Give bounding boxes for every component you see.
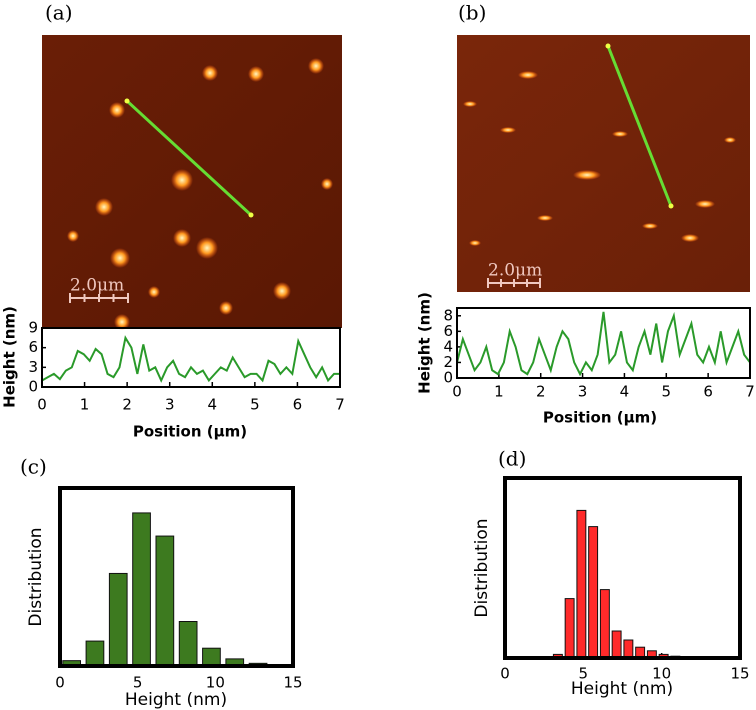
x-tick-label: 5 — [133, 674, 143, 692]
histogram-bar — [576, 509, 587, 659]
histogram-bar — [202, 647, 221, 667]
y-tick-label: 0 — [28, 378, 38, 396]
x-tick-label: 0 — [500, 665, 510, 683]
x-tick-label: 5 — [662, 383, 672, 401]
y-axis-label: Distribution — [26, 527, 46, 626]
y-axis-label: Distribution — [472, 518, 492, 617]
x-axis-label: Height (nm) — [125, 690, 227, 710]
plot-frame — [456, 307, 751, 379]
histogram-bar — [155, 535, 175, 667]
height-profile — [41, 335, 340, 383]
histogram-bar — [132, 512, 151, 667]
y-tick-label: 9 — [28, 319, 38, 337]
histogram-bar — [108, 572, 128, 667]
x-tick-label: 2 — [122, 396, 132, 414]
x-tick-label: 7 — [745, 383, 755, 401]
histogram-bar — [564, 598, 575, 659]
histogram-bar — [599, 589, 610, 659]
x-tick-label: 5 — [250, 396, 260, 414]
x-axis-label: Position (μm) — [543, 409, 657, 427]
x-tick-label: 1 — [494, 383, 504, 401]
x-tick-label: 3 — [578, 383, 588, 401]
x-tick-label: 15 — [730, 665, 749, 683]
x-tick-label: 4 — [208, 396, 218, 414]
panel-label: (b) — [458, 1, 486, 25]
y-axis-label: Height (nm) — [1, 306, 19, 408]
afm-image-b: 2.0μm — [457, 35, 750, 292]
panel-label: (c) — [20, 455, 47, 479]
y-axis-label: Height (nm) — [416, 292, 434, 394]
scale-bar-label: 2.0μm — [488, 261, 542, 281]
y-tick-label: 4 — [443, 337, 453, 355]
x-tick-label: 5 — [579, 665, 589, 683]
x-tick-label: 6 — [293, 396, 303, 414]
plot-frame — [503, 476, 742, 660]
y-tick-label: 3 — [28, 358, 38, 376]
x-tick-label: 15 — [283, 674, 302, 692]
y-tick-label: 0 — [443, 369, 453, 387]
scale-bar-label: 2.0μm — [70, 276, 124, 296]
x-tick-label: 10 — [206, 674, 225, 692]
x-axis-label: Height (nm) — [571, 679, 673, 699]
afm-image-a: 2.0μm — [42, 35, 342, 330]
histogram-bar — [588, 526, 599, 659]
x-tick-label: 0 — [55, 674, 65, 692]
x-tick-label: 2 — [536, 383, 546, 401]
x-tick-label: 6 — [703, 383, 713, 401]
x-tick-label: 0 — [452, 383, 462, 401]
y-tick-label: 8 — [443, 306, 453, 324]
histogram-bar — [611, 630, 622, 659]
y-tick-label: 2 — [443, 353, 453, 371]
x-tick-label: 3 — [165, 396, 175, 414]
y-tick-label: 6 — [28, 338, 38, 356]
x-tick-label: 0 — [37, 396, 47, 414]
panel-label: (d) — [498, 447, 526, 471]
histogram-bar — [178, 621, 198, 667]
panel-label: (a) — [45, 1, 73, 25]
x-tick-label: 7 — [335, 396, 345, 414]
histogram-bar — [85, 640, 105, 667]
x-tick-label: 1 — [80, 396, 90, 414]
x-tick-label: 10 — [652, 665, 671, 683]
plot-frame — [58, 486, 295, 668]
x-tick-label: 4 — [620, 383, 630, 401]
plot-frame — [41, 327, 341, 388]
y-tick-label: 6 — [443, 322, 453, 340]
x-axis-label: Position (μm) — [133, 423, 247, 441]
height-profile — [456, 311, 751, 377]
histogram-bar — [623, 639, 634, 659]
